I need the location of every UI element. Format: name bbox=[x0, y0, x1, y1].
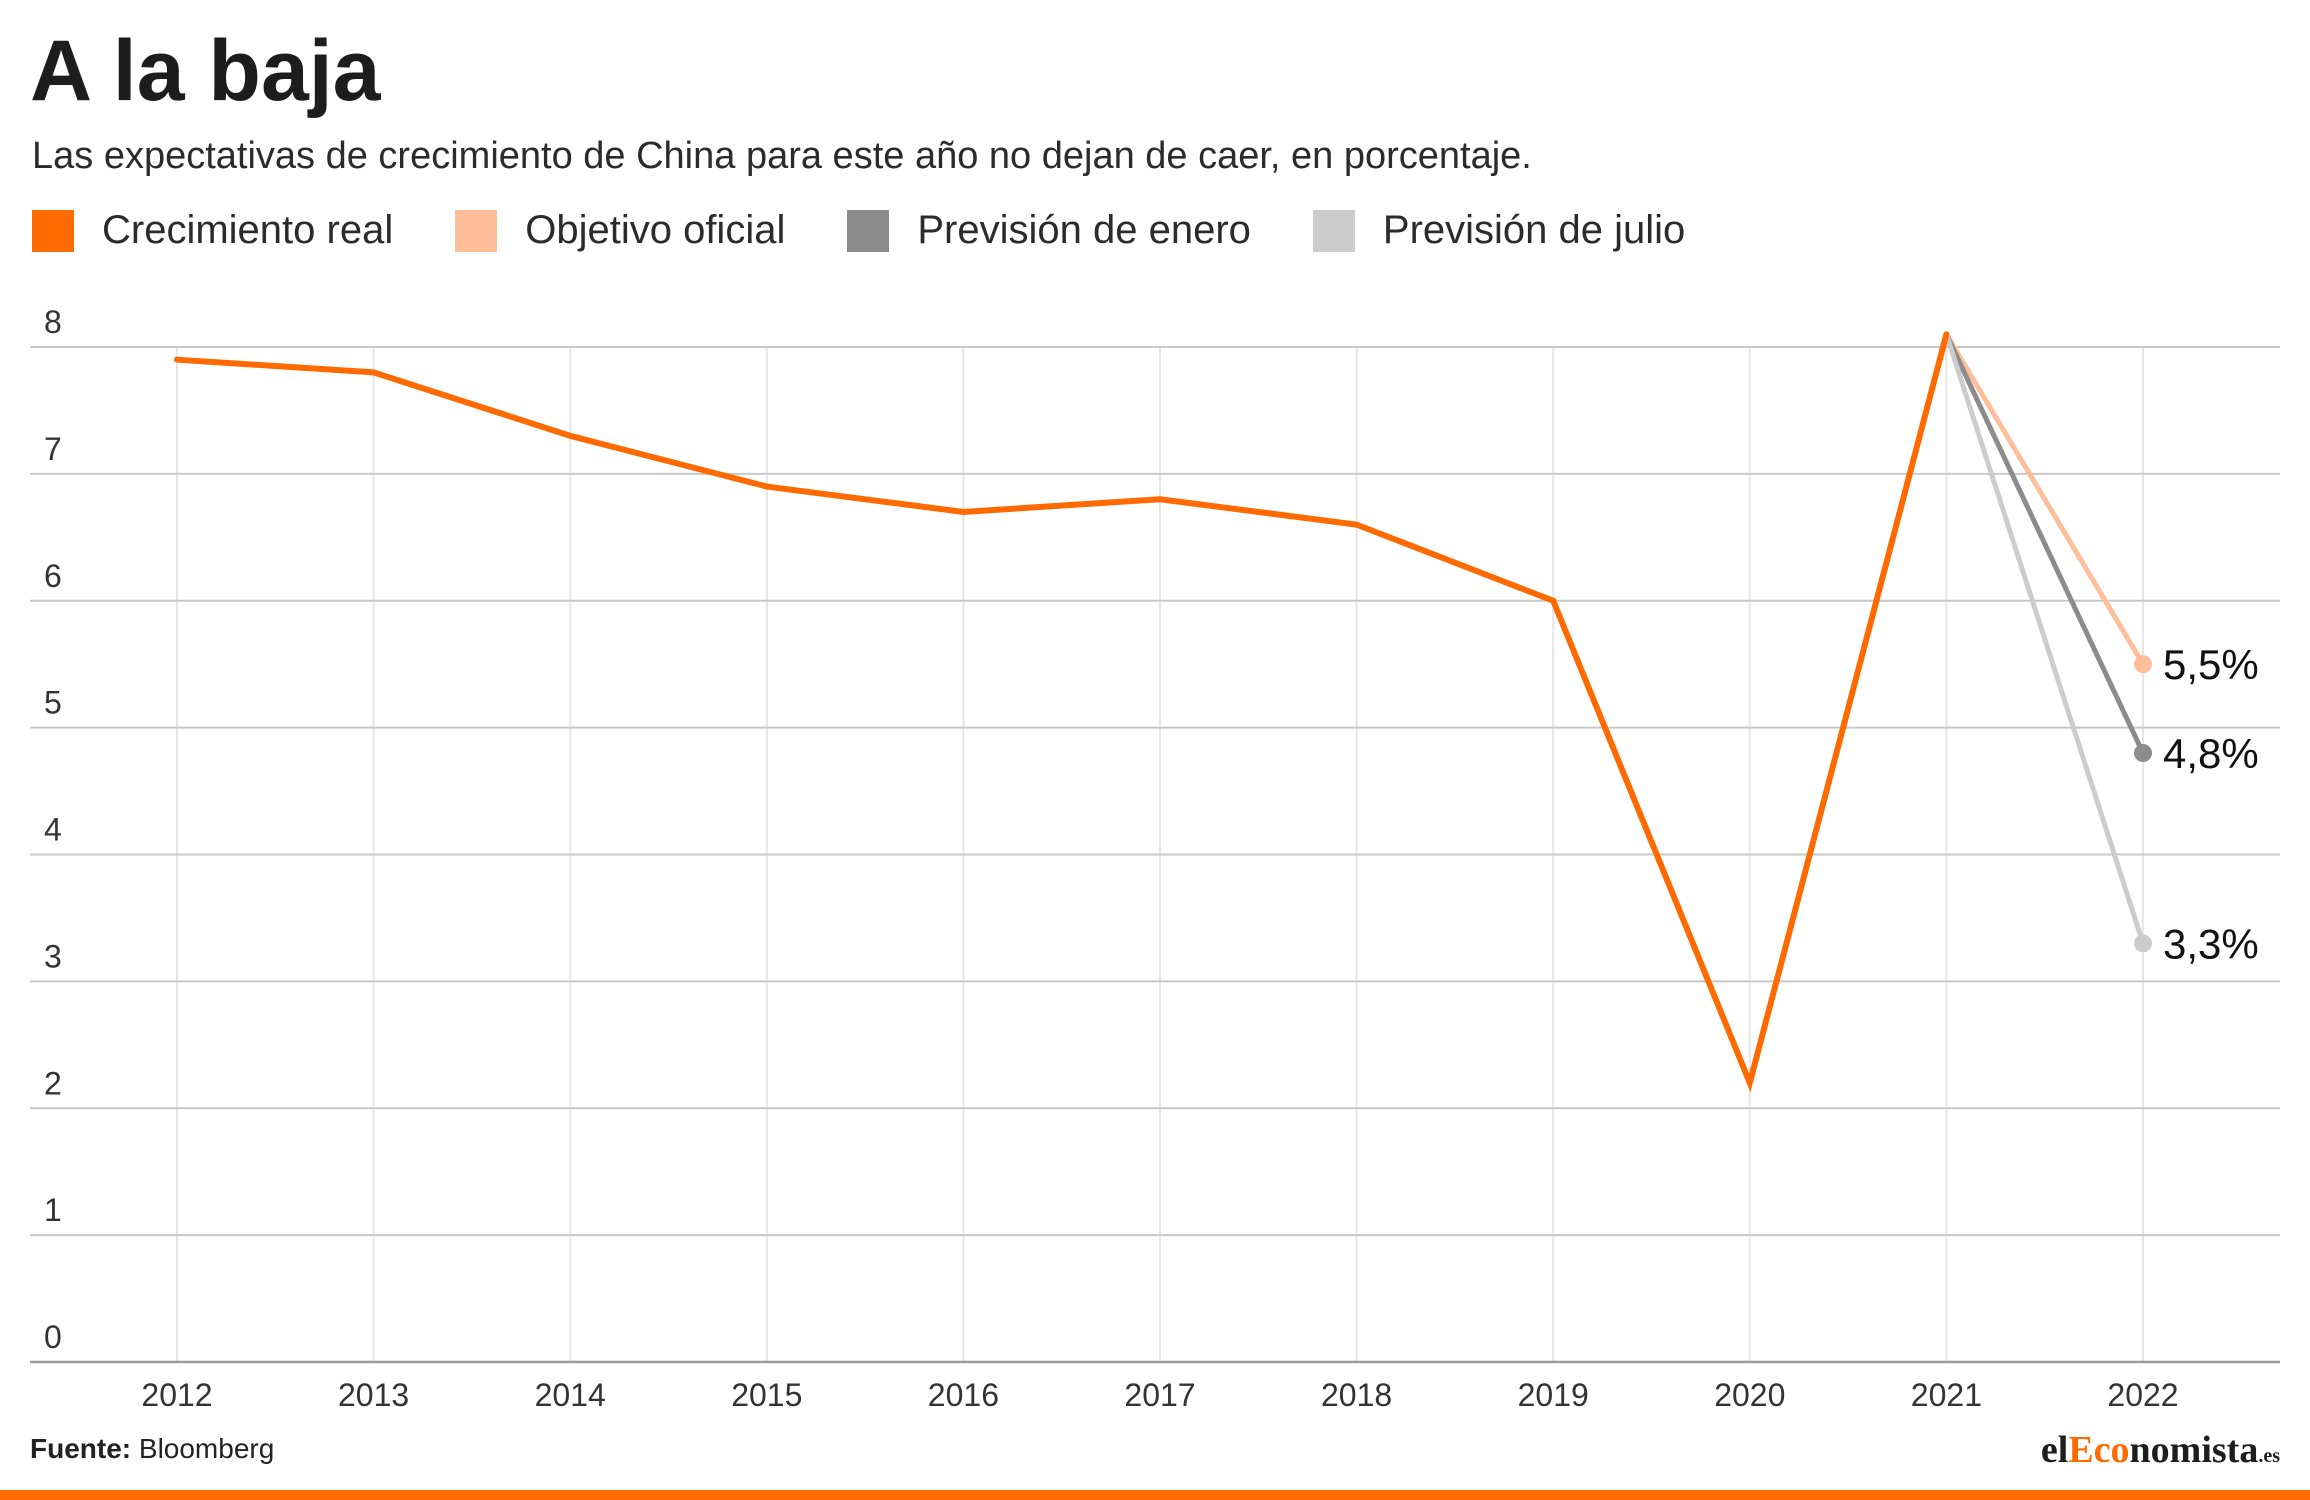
data-label-objetivo-oficial: 5,5% bbox=[2163, 641, 2259, 688]
legend-label: Objetivo oficial bbox=[525, 208, 786, 252]
legend-item-prevision-julio: Previsión de julio bbox=[1312, 208, 1686, 253]
legend-label: Crecimiento real bbox=[102, 208, 394, 252]
source-note: Fuente: Bloomberg bbox=[30, 1433, 274, 1465]
legend-item-objetivo-oficial: Objetivo oficial bbox=[455, 208, 785, 253]
y-tick-label: 4 bbox=[44, 812, 62, 848]
x-tick-label: 2013 bbox=[338, 1377, 409, 1413]
y-tick-label: 0 bbox=[44, 1319, 62, 1355]
legend-label: Previsión de julio bbox=[1382, 208, 1686, 252]
x-tick-label: 2015 bbox=[731, 1377, 802, 1413]
brand-highlight: Eco bbox=[2068, 1429, 2130, 1471]
x-tick-label: 2022 bbox=[2107, 1377, 2178, 1413]
x-tick-label: 2020 bbox=[1714, 1377, 1785, 1413]
legend-swatch bbox=[847, 209, 890, 252]
legend-swatch bbox=[32, 209, 74, 252]
x-tick-label: 2019 bbox=[1518, 1377, 1589, 1413]
data-label-prevision-de-julio: 3,3% bbox=[2163, 920, 2259, 967]
y-tick-label: 7 bbox=[44, 431, 62, 467]
series-line-prevision-de-enero bbox=[1943, 331, 2146, 756]
legend-item-prevision-enero: Previsión de enero bbox=[847, 208, 1251, 253]
series-line-crecimiento-real bbox=[174, 331, 1950, 1093]
legend-swatch bbox=[1312, 209, 1355, 252]
y-tick-label: 6 bbox=[44, 558, 62, 594]
chart-subtitle: Las expectativas de crecimiento de China… bbox=[32, 135, 1532, 177]
legend: Crecimiento real Objetivo oficial Previs… bbox=[32, 208, 1747, 253]
y-tick-label: 2 bbox=[44, 1065, 62, 1101]
legend-item-crecimiento-real: Crecimiento real bbox=[32, 208, 393, 253]
series-line-objetivo-oficial bbox=[1943, 331, 2146, 667]
y-tick-label: 3 bbox=[44, 938, 62, 974]
x-tick-label: 2016 bbox=[928, 1377, 999, 1413]
data-label-prevision-de-enero: 4,8% bbox=[2163, 730, 2259, 777]
x-tick-label: 2018 bbox=[1321, 1377, 1392, 1413]
y-tick-label: 1 bbox=[44, 1192, 62, 1228]
bottom-accent-bar bbox=[0, 1490, 2310, 1500]
series-end-point-prevision-de-enero bbox=[2134, 744, 2152, 762]
x-tick-label: 2012 bbox=[141, 1377, 212, 1413]
series-line-prevision-de-julio bbox=[1943, 331, 2146, 946]
source-value: Bloomberg bbox=[138, 1433, 275, 1464]
brand-suffix: nomista bbox=[2129, 1429, 2259, 1471]
y-tick-label: 8 bbox=[44, 304, 62, 340]
brand-tld: .es bbox=[2258, 1445, 2280, 1467]
legend-label: Previsión de enero bbox=[917, 208, 1251, 252]
brand-logo: elEconomista.es bbox=[2041, 1428, 2280, 1472]
chart-title: A la baja bbox=[30, 23, 381, 119]
brand-prefix: el bbox=[2040, 1429, 2069, 1471]
series-end-point-objetivo-oficial bbox=[2134, 655, 2152, 674]
x-tick-label: 2017 bbox=[1124, 1377, 1195, 1413]
legend-swatch bbox=[455, 209, 498, 252]
x-tick-label: 2014 bbox=[535, 1377, 606, 1413]
y-tick-label: 5 bbox=[44, 685, 62, 721]
series-end-point-prevision-de-julio bbox=[2134, 934, 2152, 953]
x-tick-label: 2021 bbox=[1911, 1377, 1982, 1413]
source-label: Fuente: bbox=[30, 1433, 132, 1464]
